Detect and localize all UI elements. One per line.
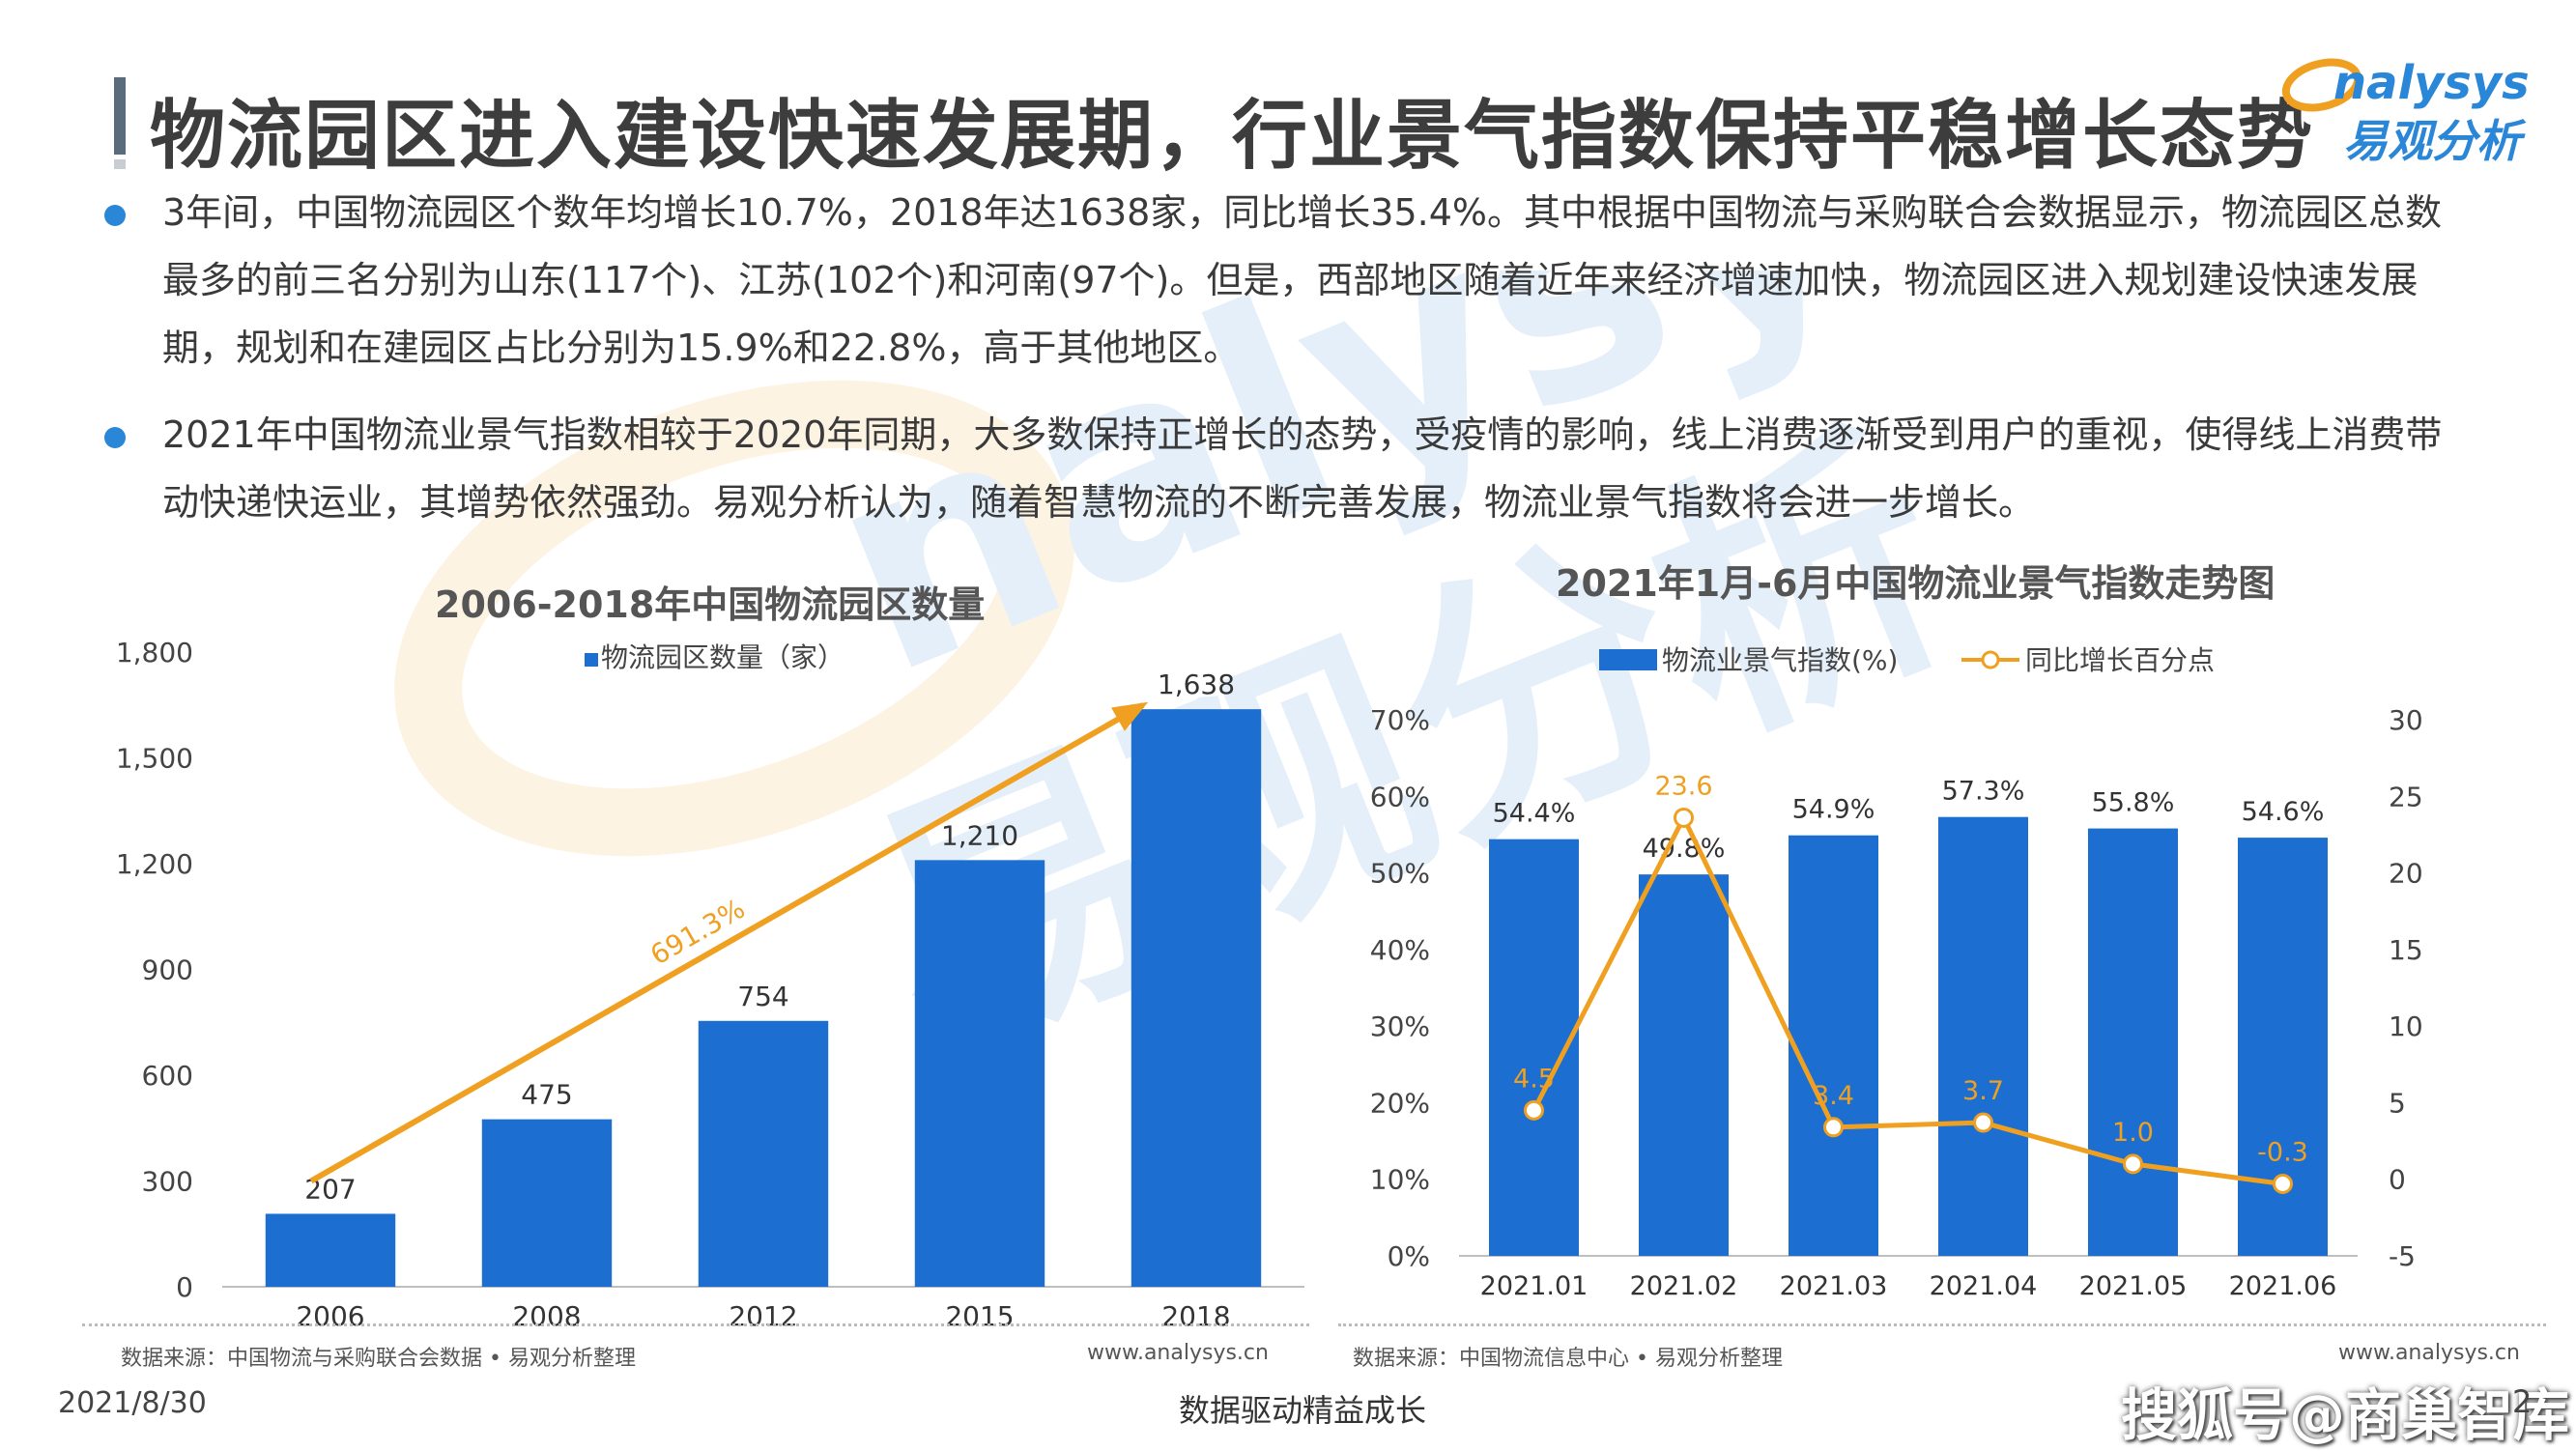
title-accent-bar-light [114,159,126,169]
y-right-tick-label: 0 [2389,1164,2406,1196]
y-tick-label: 1,800 [116,637,193,669]
bar [1938,816,2028,1256]
y-tick-label: 1,200 [116,848,193,880]
bar-value-label: 55.8% [2092,788,2175,818]
y-right-tick-label: 25 [2389,781,2423,812]
y-left-tick-label: 70% [1370,704,1430,736]
y-tick-label: 0 [176,1271,193,1303]
y-right-tick-label: 20 [2389,858,2423,890]
y-left-tick-label: 40% [1370,934,1430,966]
svg-text:nalysys: nalysys [2333,56,2530,110]
legend-label-bar: 物流业景气指数(%) [1662,644,1898,676]
x-tick-label: 2021.05 [2079,1271,2188,1301]
logistics-index-chart: 0% 10% 20% 30% 40% 50% 60% 70% -5 0 5 10 15 20 25 30 物流业… [1370,644,2423,1301]
legend-label: 物流园区数量（家） [601,641,844,673]
x-tick-label: 2008 [512,1300,581,1332]
chart-2-title: 2021年1月-6月中国物流业景气指数走势图 [1556,562,2275,605]
y-tick-label: 600 [142,1060,193,1092]
x-tick-label: 2012 [729,1300,797,1332]
line-value-label: 1.0 [2112,1118,2154,1148]
bar-value-label: 49.8% [1643,834,1726,864]
bar [481,1119,613,1287]
y-left-tick-label: 50% [1370,858,1430,890]
y-right-tick-label: 10 [2389,1010,2423,1042]
bar-value-label: 1,210 [941,819,1018,851]
legend-swatch-marker [1981,650,2000,669]
y-tick-label: 1,500 [116,743,193,775]
line-value-label: 3.4 [1813,1081,1854,1111]
divider [82,1323,1309,1326]
source-note-right: 数据来源：中国物流信息中心 • 易观分析整理 [1353,1347,1783,1371]
y-left-tick-label: 10% [1370,1164,1430,1196]
line-point [1823,1117,1844,1138]
x-tick-label: 2015 [945,1300,1014,1332]
bar [2088,828,2178,1256]
line-value-label: -0.3 [2257,1137,2308,1167]
page-number: 2 [2512,1383,2533,1420]
bullet-dot [104,205,126,226]
y-right-tick-label: 15 [2389,934,2423,966]
growth-arrow-line [309,702,1145,1184]
website-right: www.analysys.cn [2338,1341,2520,1365]
x-tick-label: 2021.02 [1630,1271,1738,1301]
line-point [2123,1153,2143,1175]
y-left-tick-label: 60% [1370,781,1430,812]
bar [265,1213,396,1287]
page-title: 物流园区进入建设快速发展期，行业景气指数保持平稳增长态势 [150,93,2315,180]
line-point [1973,1112,1993,1133]
bullet-paragraph-1: 3年间，中国物流园区个数年均增长10.7%，2018年达1638家，同比增长35… [162,191,2443,369]
sohu-watermark: 搜狐号@商巢智库 [2121,1382,2570,1448]
y-left-tick-label: 0% [1388,1240,1430,1272]
svg-text:易观分析: 易观分析 [2343,115,2527,167]
bar [914,860,1045,1287]
line-value-label: 23.6 [1654,771,1712,801]
y-right-tick-label: 5 [2389,1087,2406,1119]
bullet-dot [104,427,126,448]
analysys-logo: nalysys 易观分析 [2281,56,2530,167]
footer-date: 2021/8/30 [58,1386,207,1420]
y-right-tick-label: 30 [2389,704,2423,736]
chart-1-title: 2006-2018年中国物流园区数量 [435,583,986,626]
legend-swatch [585,653,598,667]
bar-value-label: 475 [521,1079,572,1111]
y-tick-label: 300 [142,1166,193,1198]
x-tick-label: 2021.03 [1780,1271,1888,1301]
line-series [1531,811,2283,1186]
source-note-left: 数据来源：中国物流与采购联合会数据 • 易观分析整理 [121,1347,636,1371]
bar-value-label: 54.6% [2242,797,2325,827]
website-left: www.analysys.cn [1087,1341,1269,1365]
footer-slogan: 数据驱动精益成长 [1179,1392,1427,1429]
line-point [1524,1099,1544,1121]
bar [1789,835,1878,1256]
bar [698,1020,829,1287]
x-tick-label: 2006 [296,1300,364,1332]
y-tick-label: 900 [142,954,193,986]
y-left-tick-label: 30% [1370,1010,1430,1042]
legend-swatch-bar [1599,649,1657,670]
growth-arrow-head [1111,701,1149,731]
bar [1131,709,1262,1287]
bullet-paragraph-2: 2021年中国物流业景气指数相较于2020年同期，大多数保持正增长的态势，受疫情… [162,413,2443,524]
line-value-label: 4.5 [1513,1064,1555,1094]
x-tick-label: 2021.01 [1480,1271,1589,1301]
x-tick-label: 2021.06 [2229,1271,2337,1301]
divider [1338,1323,2546,1326]
bar [1639,874,1729,1256]
bar-value-label: 54.4% [1493,799,1576,829]
line-point [2273,1173,2293,1194]
x-tick-label: 2018 [1161,1300,1230,1332]
y-left-tick-label: 20% [1370,1087,1430,1119]
line-point [1674,807,1694,828]
x-tick-label: 2021.04 [1930,1271,2038,1301]
bar-value-label: 1,638 [1158,669,1235,700]
title-accent-bar [114,77,126,155]
line-value-label: 3.7 [1962,1076,2004,1106]
y-right-tick-label: -5 [2389,1240,2416,1272]
legend-label-line: 同比增长百分点 [2025,644,2215,676]
bar-value-label: 57.3% [1942,777,2025,807]
bar-value-label: 754 [737,981,788,1012]
bar-value-label: 54.9% [1792,795,1875,825]
